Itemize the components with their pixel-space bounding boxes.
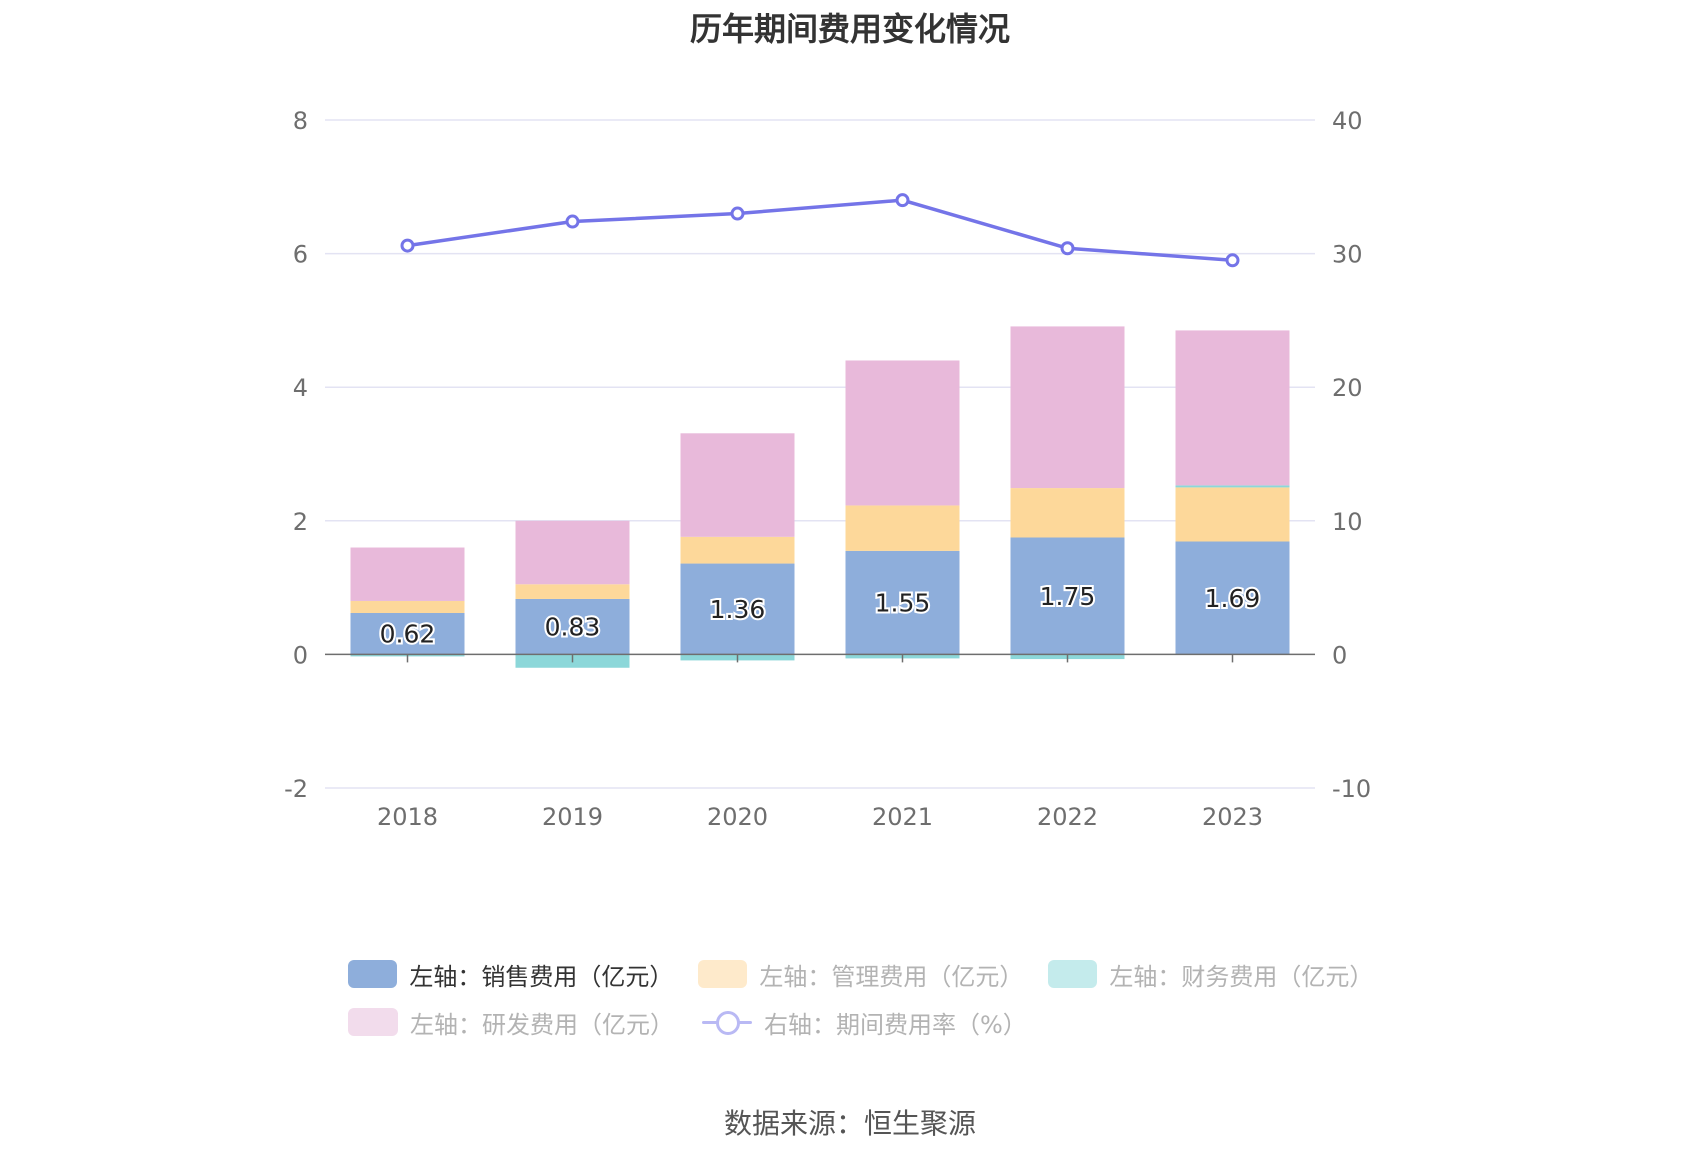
- bar-2023: [1175, 541, 1290, 655]
- legend: 左轴：销售费用（亿元） 左轴：管理费用（亿元） 左轴：财务费用（亿元） 左轴：研…: [348, 950, 1398, 1046]
- y-right-tick-label: 30: [1332, 241, 1363, 269]
- bar-2020: [680, 563, 795, 655]
- x-axis-ticks: 2018 2019 2020 2021 2022 2023: [377, 654, 1263, 831]
- x-tick-label: 2019: [542, 803, 603, 831]
- bar-2018: [350, 600, 465, 613]
- y-left-tick-label: 6: [293, 241, 308, 269]
- legend-swatch-finance: [1048, 960, 1098, 988]
- ratio-point: [730, 206, 745, 221]
- legend-item-rd[interactable]: 左轴：研发费用（亿元）: [348, 1005, 674, 1040]
- x-tick-label: 2020: [707, 803, 768, 831]
- bar-2019: [515, 598, 630, 655]
- bar-2021: [845, 550, 960, 655]
- bar-2020: [680, 433, 795, 537]
- legend-swatch-rd: [348, 1008, 398, 1036]
- bar-2018: [350, 547, 465, 601]
- bar-2023: [1175, 487, 1290, 542]
- ratio-point: [1060, 241, 1075, 256]
- bar-2020: [680, 536, 795, 564]
- legend-label-ratio: 右轴：期间费用率（%）: [764, 1010, 1027, 1039]
- legend-item-finance[interactable]: 左轴：财务费用（亿元）: [1048, 957, 1374, 992]
- ratio-line-path: [407, 198, 1233, 263]
- bar-value-label: 1.75: [1040, 582, 1096, 611]
- legend-swatch-sales: [348, 960, 398, 988]
- y-right-tick-label: 40: [1332, 107, 1363, 135]
- x-tick-label: 2021: [872, 803, 933, 831]
- legend-label-rd: 左轴：研发费用（亿元）: [410, 1010, 674, 1039]
- legend-label-finance: 左轴：财务费用（亿元）: [1109, 962, 1374, 991]
- bar-value-label: 1.36: [710, 595, 766, 624]
- bar-2019: [515, 520, 630, 585]
- source-note: 数据来源：恒生聚源: [723, 1107, 976, 1140]
- y-left-tick-label: 4: [293, 374, 308, 402]
- bar-2023: [1175, 330, 1290, 486]
- right-axis-ticks: -10 0 10 20 30 40: [1332, 107, 1371, 803]
- bar-value-label: 0.62: [380, 620, 436, 649]
- y-left-tick-label: 8: [293, 107, 308, 135]
- bar-2022: [1010, 488, 1125, 538]
- legend-swatch-admin: [698, 960, 748, 988]
- y-right-tick-label: -10: [1332, 775, 1371, 803]
- y-left-tick-label: -2: [284, 775, 308, 803]
- ratio-point: [565, 214, 580, 229]
- bar-2021: [845, 360, 960, 506]
- legend-item-ratio[interactable]: 右轴：期间费用率（%）: [702, 1005, 1027, 1040]
- bar-2019: [515, 584, 630, 599]
- bar-2022: [1010, 326, 1125, 489]
- bar-2021: [845, 505, 960, 551]
- ratio-point: [895, 193, 910, 208]
- legend-item-admin[interactable]: 左轴：管理费用（亿元）: [698, 957, 1024, 992]
- legend-item-sales[interactable]: 左轴：销售费用（亿元）: [348, 957, 674, 992]
- legend-row-2: 左轴：研发费用（亿元） 右轴：期间费用率（%）: [348, 998, 1398, 1046]
- bar-2023: [1175, 485, 1290, 488]
- x-tick-label: 2018: [377, 803, 438, 831]
- bar-value-label: 1.55: [875, 589, 931, 618]
- gridlines: [325, 119, 1315, 789]
- legend-label-sales: 左轴：销售费用（亿元）: [409, 962, 674, 991]
- y-right-tick-label: 10: [1332, 508, 1363, 536]
- y-right-tick-label: 20: [1332, 374, 1363, 402]
- bar-labels: 0.62 0.83 1.36 1.55 1.75 1.69: [378, 580, 1263, 651]
- y-right-tick-label: 0: [1332, 641, 1347, 669]
- bars: [350, 326, 1290, 668]
- legend-swatch-ratio: [702, 1008, 752, 1036]
- bar-2018: [350, 612, 465, 655]
- legend-label-admin: 左轴：管理费用（亿元）: [759, 962, 1024, 991]
- y-left-tick-label: 2: [293, 508, 308, 536]
- chart-title: 历年期间费用变化情况: [689, 10, 1010, 48]
- x-tick-label: 2023: [1202, 803, 1263, 831]
- left-axis-ticks: -2 0 2 4 6 8: [284, 107, 308, 803]
- bar-value-label: 0.83: [545, 613, 601, 642]
- ratio-line: [400, 193, 1240, 268]
- ratio-point: [400, 238, 415, 253]
- y-left-tick-label: 0: [293, 641, 308, 669]
- ratio-point: [1225, 253, 1240, 268]
- x-tick-label: 2022: [1037, 803, 1098, 831]
- legend-row-1: 左轴：销售费用（亿元） 左轴：管理费用（亿元） 左轴：财务费用（亿元）: [348, 950, 1398, 998]
- bar-2022: [1010, 537, 1125, 655]
- bar-value-label: 1.69: [1205, 584, 1261, 613]
